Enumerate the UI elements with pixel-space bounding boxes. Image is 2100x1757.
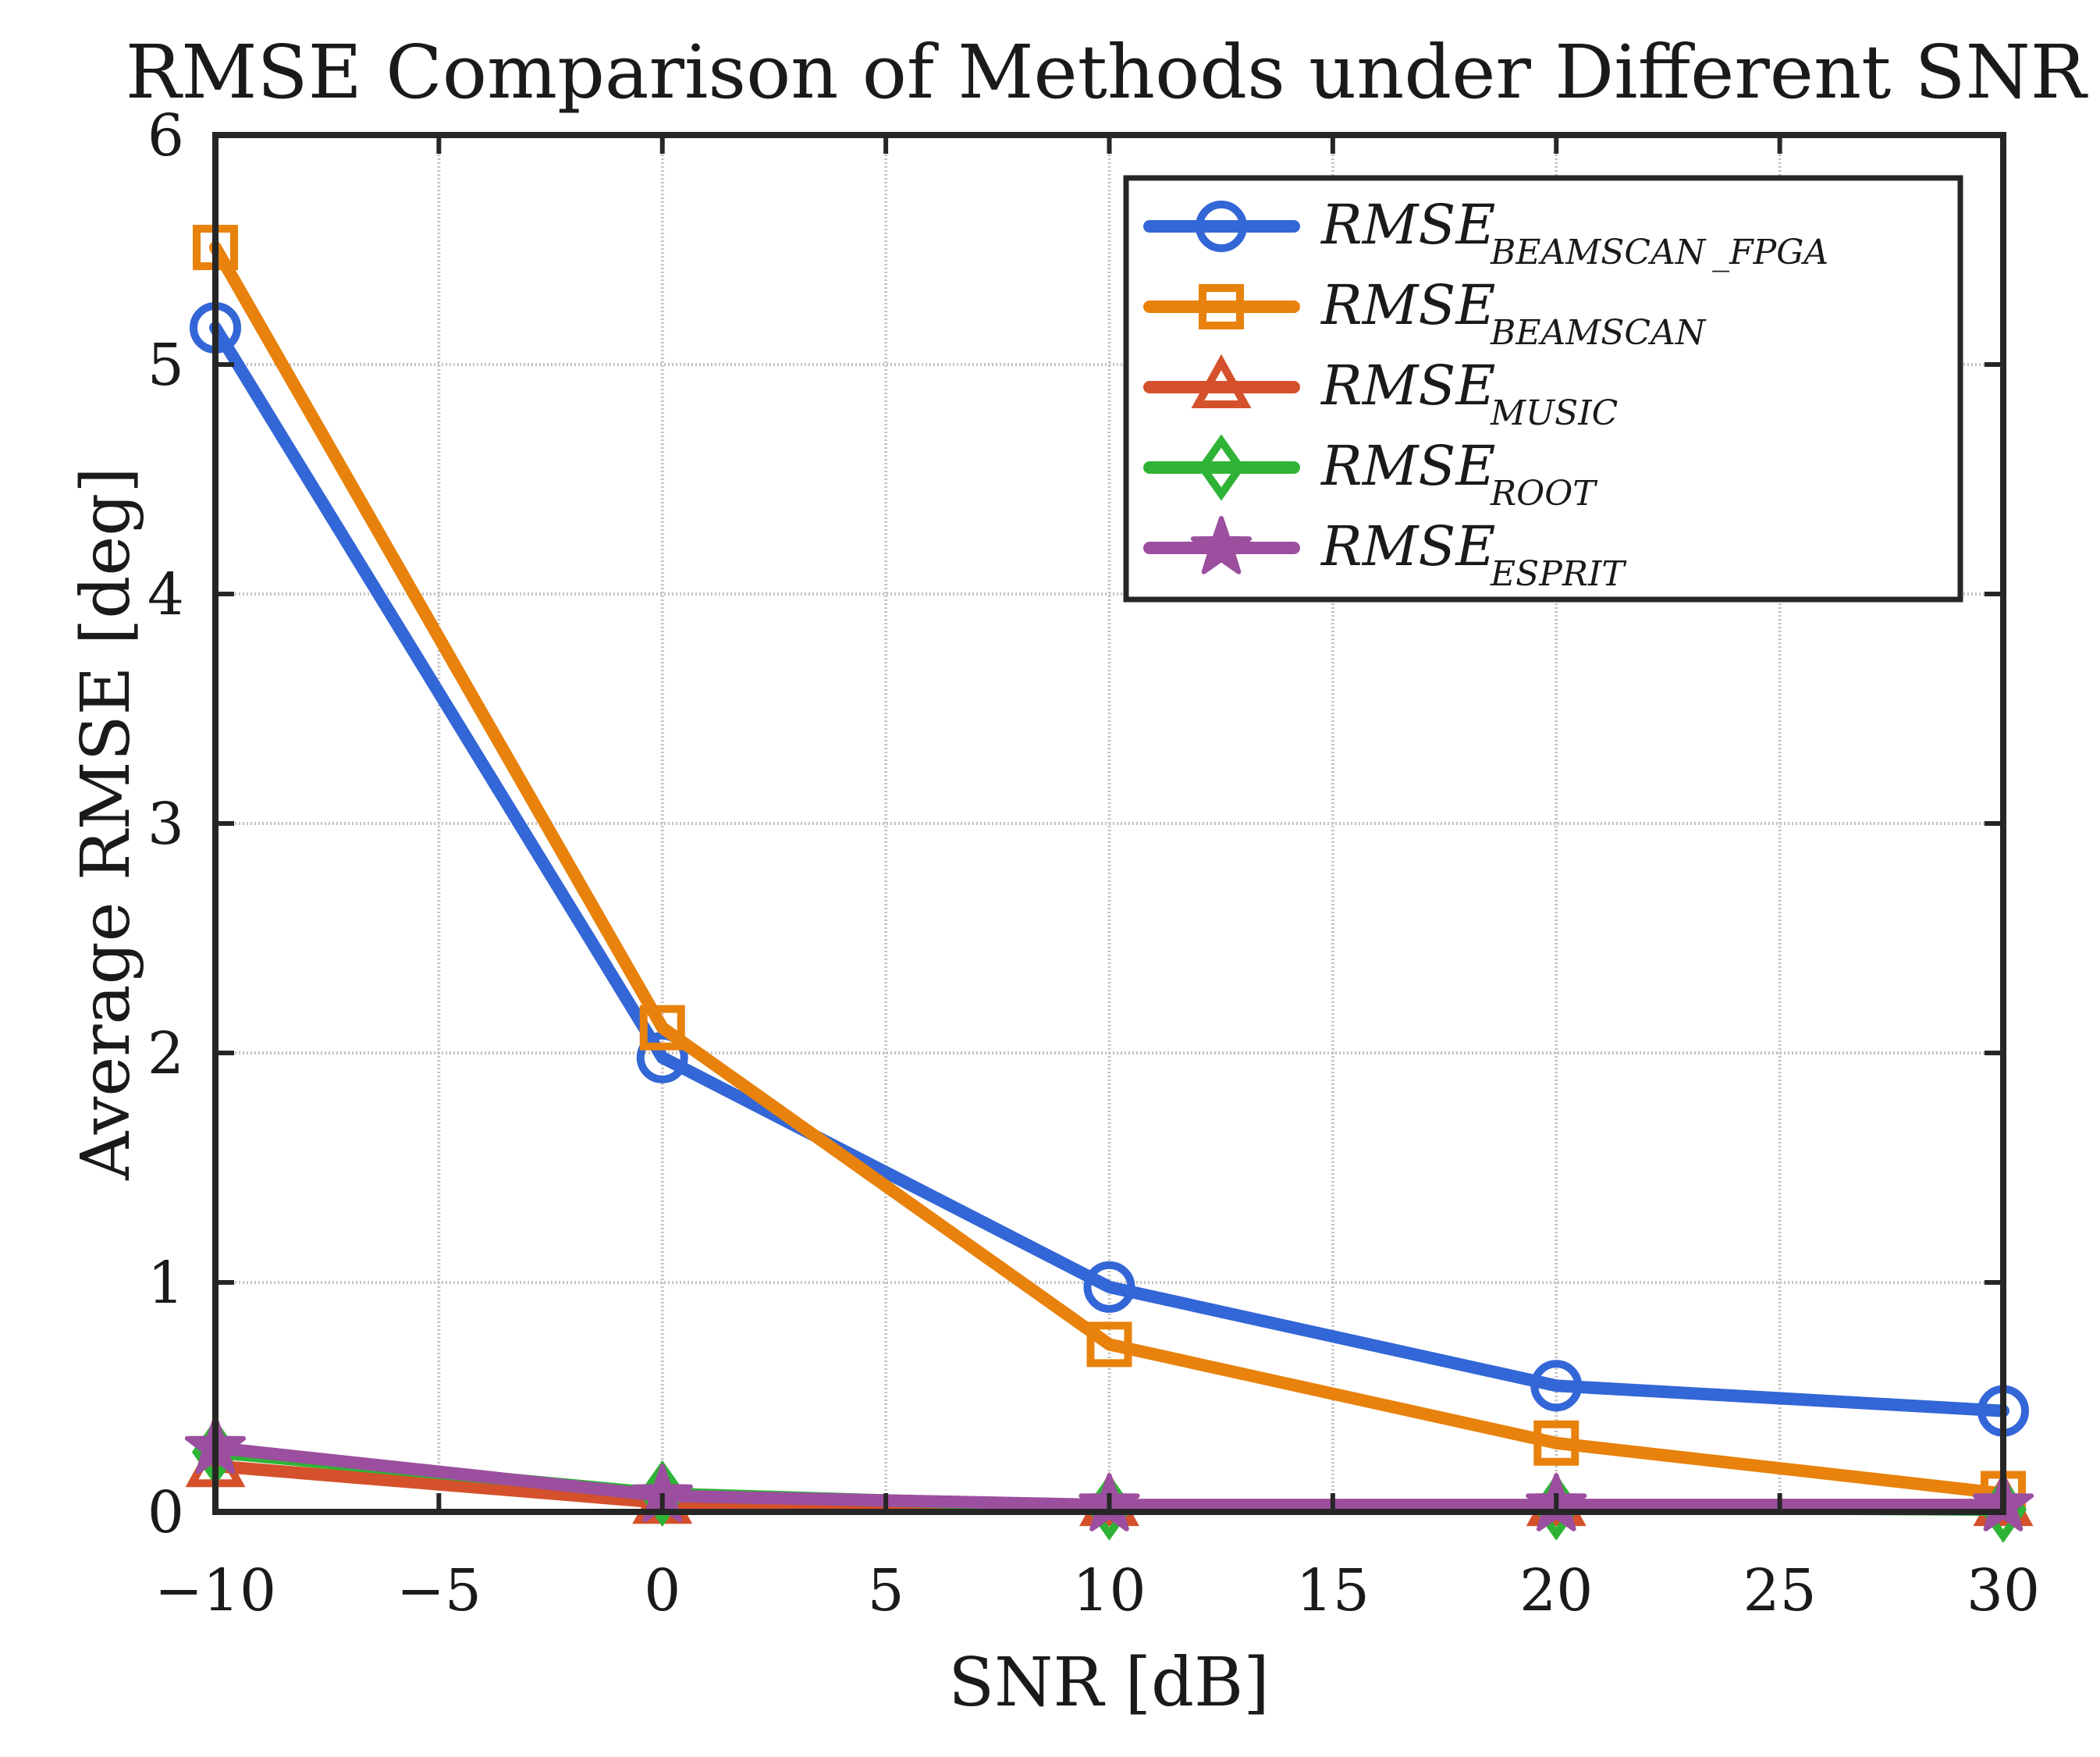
legend-marker (1196, 201, 1247, 252)
x-tick-label: 30 (1967, 1557, 2040, 1624)
legend-subscript: ROOT (1490, 474, 1598, 514)
legend-label: RMSE (1320, 434, 1495, 498)
x-axis-label: SNR [dB] (948, 1644, 1270, 1722)
legend-marker (1199, 284, 1244, 329)
y-tick-label: 3 (147, 791, 184, 858)
x-tick-label: −10 (155, 1557, 276, 1624)
series-line (209, 322, 2009, 1417)
y-tick-label: 0 (147, 1479, 184, 1546)
x-tick-label: 5 (868, 1557, 904, 1624)
x-tick-label: 15 (1296, 1557, 1370, 1624)
y-tick-label: 5 (147, 332, 184, 399)
x-tick-label: 0 (644, 1557, 680, 1624)
legend-label: RMSE (1320, 514, 1495, 578)
legend-label: RMSE (1320, 273, 1495, 337)
tick-marks (213, 133, 2006, 1514)
data-point (636, 1031, 688, 1083)
data-point (1533, 1420, 1579, 1466)
legend-subscript: MUSIC (1490, 393, 1618, 433)
legend-marker (1191, 354, 1252, 408)
y-tick-label: 6 (147, 102, 184, 169)
x-tick-labels: −10 −5 0 5 10 15 20 25 30 (155, 1557, 2040, 1624)
legend-subscript: BEAMSCAN (1490, 313, 1707, 353)
legend-label: RMSE (1320, 193, 1495, 257)
y-tick-label: 4 (147, 561, 184, 628)
y-tick-label: 1 (147, 1250, 184, 1317)
data-point (1086, 1321, 1132, 1368)
y-axis-label: Average RMSE [deg] (67, 467, 145, 1181)
x-tick-label: 20 (1519, 1557, 1593, 1624)
legend-label: RMSE (1320, 354, 1495, 418)
legend-subscript: ESPRIT (1490, 554, 1627, 594)
chart-title: RMSE Comparison of Methods under Differe… (126, 30, 2088, 116)
data-point (639, 1005, 685, 1051)
data-point (1530, 1360, 1583, 1412)
data-point (1083, 1261, 1135, 1313)
y-tick-labels: 0 1 2 3 4 5 6 (147, 102, 184, 1546)
x-tick-label: 25 (1743, 1557, 1817, 1624)
x-tick-label: −5 (396, 1557, 481, 1624)
legend-marker (1190, 516, 1253, 574)
legend-subscript: BEAMSCAN _FPGA (1490, 233, 1828, 272)
x-tick-label: 10 (1072, 1557, 1146, 1624)
y-tick-label: 2 (147, 1020, 184, 1087)
series-line (209, 241, 2009, 1500)
legend-marker (1197, 434, 1245, 501)
